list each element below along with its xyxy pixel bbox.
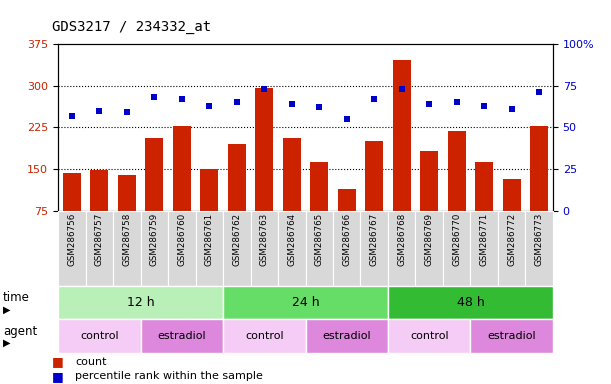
Bar — [141, 211, 168, 286]
Bar — [306, 211, 333, 286]
Text: GSM286773: GSM286773 — [535, 213, 544, 266]
Text: GSM286763: GSM286763 — [260, 213, 269, 266]
Text: control: control — [410, 331, 448, 341]
Text: estradiol: estradiol — [488, 331, 536, 341]
Text: GSM286771: GSM286771 — [480, 213, 489, 266]
Bar — [443, 211, 470, 286]
Bar — [168, 211, 196, 286]
Text: 24 h: 24 h — [291, 296, 320, 309]
Text: GSM286758: GSM286758 — [122, 213, 131, 266]
Bar — [141, 319, 223, 353]
Bar — [310, 162, 328, 211]
Bar — [525, 211, 553, 286]
Text: ▶: ▶ — [3, 338, 10, 348]
Point — [204, 103, 214, 109]
Text: control: control — [80, 331, 119, 341]
Bar — [475, 162, 493, 211]
Bar — [415, 211, 443, 286]
Bar — [58, 286, 223, 319]
Bar — [278, 211, 306, 286]
Bar — [470, 319, 553, 353]
Text: GSM286759: GSM286759 — [150, 213, 159, 266]
Bar — [393, 61, 411, 211]
Bar — [113, 211, 141, 286]
Bar — [90, 170, 108, 211]
Text: time: time — [3, 291, 30, 304]
Text: GSM286762: GSM286762 — [232, 213, 241, 266]
Point — [259, 86, 269, 92]
Bar — [200, 169, 218, 211]
Point — [315, 104, 324, 110]
Bar — [173, 126, 191, 211]
Point — [149, 94, 159, 100]
Bar — [145, 139, 163, 211]
Text: percentile rank within the sample: percentile rank within the sample — [75, 371, 263, 381]
Point — [342, 116, 352, 122]
Text: ■: ■ — [52, 356, 64, 368]
Point — [122, 109, 132, 115]
Text: 48 h: 48 h — [456, 296, 485, 309]
Bar — [503, 179, 521, 211]
Text: GSM286772: GSM286772 — [507, 213, 516, 266]
Text: count: count — [75, 357, 107, 367]
Text: GSM286767: GSM286767 — [370, 213, 379, 266]
Bar — [360, 211, 388, 286]
Bar — [306, 319, 388, 353]
Bar — [86, 211, 113, 286]
Text: GSM286764: GSM286764 — [287, 213, 296, 266]
Bar — [388, 211, 415, 286]
Bar — [498, 211, 525, 286]
Text: ▶: ▶ — [3, 305, 10, 314]
Bar — [118, 175, 136, 211]
Text: agent: agent — [3, 325, 37, 338]
Bar — [338, 189, 356, 211]
Bar — [196, 211, 223, 286]
Point — [480, 103, 489, 109]
Point — [507, 106, 517, 112]
Bar — [333, 211, 360, 286]
Point — [67, 113, 77, 119]
Text: 12 h: 12 h — [126, 296, 155, 309]
Text: estradiol: estradiol — [323, 331, 371, 341]
Point — [287, 101, 297, 107]
Text: GSM286761: GSM286761 — [205, 213, 214, 266]
Bar — [448, 131, 466, 211]
Point — [232, 99, 242, 105]
Bar — [283, 139, 301, 211]
Point — [177, 96, 187, 102]
Bar — [470, 211, 498, 286]
Bar — [58, 319, 141, 353]
Text: GSM286768: GSM286768 — [397, 213, 406, 266]
Bar — [255, 88, 273, 211]
Bar — [388, 319, 470, 353]
Text: GSM286757: GSM286757 — [95, 213, 104, 266]
Text: estradiol: estradiol — [158, 331, 206, 341]
Point — [452, 99, 462, 105]
Bar — [223, 286, 388, 319]
Bar — [223, 319, 306, 353]
Bar — [228, 144, 246, 211]
Point — [534, 89, 544, 95]
Point — [95, 108, 104, 114]
Text: GSM286766: GSM286766 — [342, 213, 351, 266]
Text: GSM286760: GSM286760 — [177, 213, 186, 266]
Text: control: control — [245, 331, 284, 341]
Text: GSM286770: GSM286770 — [452, 213, 461, 266]
Text: GDS3217 / 234332_at: GDS3217 / 234332_at — [52, 20, 211, 34]
Bar — [388, 286, 553, 319]
Text: ■: ■ — [52, 370, 64, 383]
Point — [369, 96, 379, 102]
Bar — [223, 211, 251, 286]
Bar — [420, 151, 438, 211]
Bar — [530, 126, 548, 211]
Bar — [365, 141, 383, 211]
Text: GSM286756: GSM286756 — [67, 213, 76, 266]
Text: GSM286769: GSM286769 — [425, 213, 434, 266]
Bar — [63, 173, 81, 211]
Bar — [251, 211, 278, 286]
Text: GSM286765: GSM286765 — [315, 213, 324, 266]
Point — [424, 101, 434, 107]
Point — [397, 86, 407, 92]
Bar — [58, 211, 86, 286]
